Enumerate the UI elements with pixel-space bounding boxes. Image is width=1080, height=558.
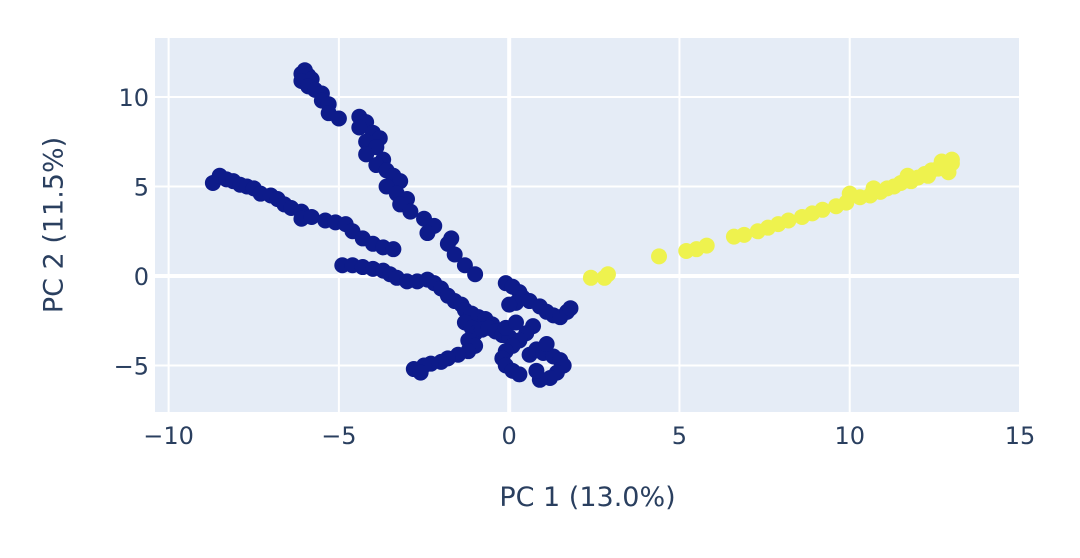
data-point-series-1 [358,146,375,163]
data-point-series-1 [511,366,528,383]
data-point-series-2 [736,226,753,243]
data-point-series-1 [351,119,368,136]
data-point-series-1 [446,246,463,263]
data-point-series-1 [303,208,320,225]
data-point-series-2 [814,201,831,218]
y-axis-ticks: −5 0 5 10 [114,84,149,380]
x-axis-ticks: −10 −5 0 5 10 15 [143,422,1035,450]
x-tick-label: −10 [143,422,194,450]
data-point-series-1 [562,300,579,317]
x-tick-label: −5 [321,422,356,450]
y-tick-label: −5 [114,352,149,380]
data-point-series-2 [865,180,882,197]
data-point-series-1 [538,336,555,352]
x-tick-label: 5 [672,422,687,450]
y-tick-label: 5 [134,174,149,202]
data-point-series-1 [501,296,518,313]
data-point-series-1 [392,173,409,190]
y-axis-title: PC 2 (11.5%) [39,137,70,313]
data-point-series-1 [467,266,484,283]
data-point-series-1 [385,241,402,258]
data-point-series-2 [780,212,797,229]
x-tick-label: 10 [834,422,865,450]
data-point-series-1 [402,203,419,220]
data-point-series-2 [920,167,937,184]
data-point-series-2 [698,237,715,254]
plot-area [155,38,1020,412]
x-axis-title: PC 1 (13.0%) [499,482,675,513]
data-point-series-1 [528,362,545,379]
data-point-series-1 [507,314,524,331]
x-tick-label: 15 [1005,422,1036,450]
data-point-series-2 [651,248,668,265]
data-point-series-2 [899,167,916,184]
data-point-series-1 [412,364,429,381]
scatter-points [204,62,960,388]
data-point-series-1 [330,110,347,127]
data-point-series-2 [940,164,957,181]
data-point-series-2 [582,269,599,286]
data-point-series-1 [419,225,436,242]
y-tick-label: 10 [118,84,149,112]
y-tick-label: 0 [134,263,149,291]
x-tick-label: 0 [502,422,517,450]
data-point-series-2 [599,266,616,283]
